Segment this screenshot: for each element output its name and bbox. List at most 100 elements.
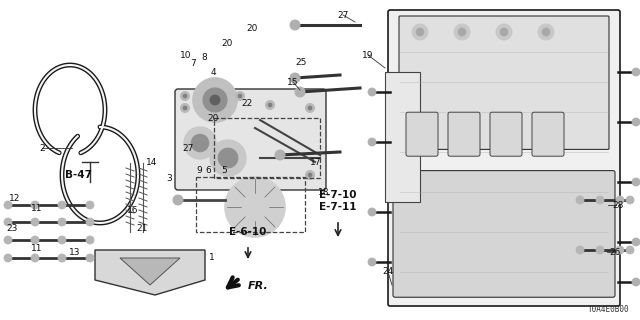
- FancyBboxPatch shape: [399, 16, 609, 149]
- Text: 12: 12: [10, 194, 20, 203]
- FancyBboxPatch shape: [385, 72, 420, 202]
- Text: 2: 2: [39, 143, 45, 153]
- Text: 27: 27: [337, 11, 349, 20]
- Text: 5: 5: [221, 165, 227, 174]
- Circle shape: [308, 106, 312, 110]
- Circle shape: [416, 28, 424, 36]
- Circle shape: [210, 140, 246, 176]
- Circle shape: [193, 78, 237, 122]
- Circle shape: [368, 258, 376, 266]
- Text: E-7-10: E-7-10: [319, 190, 356, 200]
- Text: FR.: FR.: [248, 281, 269, 291]
- Circle shape: [305, 171, 314, 180]
- Polygon shape: [95, 250, 205, 295]
- Circle shape: [576, 196, 584, 204]
- Text: 14: 14: [147, 157, 157, 166]
- Circle shape: [542, 28, 550, 36]
- Text: 20: 20: [207, 114, 219, 123]
- Circle shape: [500, 28, 508, 36]
- Circle shape: [218, 148, 238, 168]
- Circle shape: [295, 87, 305, 97]
- FancyBboxPatch shape: [448, 112, 480, 156]
- Circle shape: [626, 246, 634, 254]
- Text: 13: 13: [69, 247, 81, 257]
- Circle shape: [210, 95, 220, 105]
- Text: 15: 15: [287, 77, 299, 86]
- Text: 23: 23: [6, 223, 18, 233]
- Text: 25: 25: [295, 58, 307, 67]
- Circle shape: [596, 196, 604, 204]
- FancyBboxPatch shape: [393, 171, 615, 297]
- Circle shape: [454, 24, 470, 40]
- Circle shape: [275, 150, 285, 160]
- Text: 20: 20: [246, 23, 258, 33]
- Text: 16: 16: [127, 205, 139, 214]
- Circle shape: [308, 173, 312, 177]
- FancyBboxPatch shape: [490, 112, 522, 156]
- Circle shape: [173, 195, 183, 205]
- Circle shape: [191, 134, 209, 152]
- Text: 17: 17: [310, 157, 322, 166]
- Circle shape: [4, 201, 12, 209]
- Text: 21: 21: [136, 223, 148, 233]
- Circle shape: [496, 24, 512, 40]
- FancyBboxPatch shape: [532, 112, 564, 156]
- Circle shape: [596, 246, 604, 254]
- Bar: [214, 118, 320, 178]
- Circle shape: [58, 236, 66, 244]
- Text: 8: 8: [201, 52, 207, 61]
- Circle shape: [266, 100, 275, 109]
- FancyBboxPatch shape: [388, 10, 620, 306]
- Circle shape: [616, 196, 624, 204]
- Text: 19: 19: [362, 51, 374, 60]
- Text: 20: 20: [221, 38, 233, 47]
- Circle shape: [290, 20, 300, 30]
- Circle shape: [616, 246, 624, 254]
- Text: 24: 24: [382, 268, 394, 276]
- Circle shape: [290, 73, 300, 83]
- Circle shape: [236, 92, 244, 100]
- Circle shape: [203, 88, 227, 112]
- Circle shape: [184, 127, 216, 159]
- Text: 11: 11: [31, 204, 43, 212]
- Text: 1: 1: [209, 253, 215, 262]
- Text: 11: 11: [31, 244, 43, 252]
- Circle shape: [412, 24, 428, 40]
- Circle shape: [86, 201, 94, 209]
- Circle shape: [632, 238, 640, 246]
- Text: E-6-10: E-6-10: [229, 227, 267, 237]
- Circle shape: [368, 208, 376, 216]
- Text: 28: 28: [612, 201, 624, 210]
- Text: 6: 6: [205, 165, 211, 174]
- Text: 9: 9: [196, 165, 202, 174]
- Text: 4: 4: [210, 68, 216, 76]
- Circle shape: [58, 218, 66, 226]
- Circle shape: [4, 218, 12, 226]
- Text: 26: 26: [609, 247, 621, 257]
- Circle shape: [268, 103, 272, 107]
- Circle shape: [31, 254, 39, 262]
- Circle shape: [632, 118, 640, 126]
- Circle shape: [86, 254, 94, 262]
- Circle shape: [368, 138, 376, 146]
- Circle shape: [368, 88, 376, 96]
- Circle shape: [4, 236, 12, 244]
- Circle shape: [576, 246, 584, 254]
- Circle shape: [31, 201, 39, 209]
- Text: T0A4E0B00: T0A4E0B00: [588, 305, 630, 314]
- Circle shape: [458, 28, 466, 36]
- Circle shape: [58, 254, 66, 262]
- Text: 10: 10: [180, 51, 192, 60]
- Circle shape: [58, 201, 66, 209]
- Text: E-7-11: E-7-11: [319, 202, 356, 212]
- Text: B-47: B-47: [65, 170, 92, 180]
- Circle shape: [180, 92, 189, 100]
- Circle shape: [305, 103, 314, 113]
- Circle shape: [225, 177, 285, 237]
- Circle shape: [31, 236, 39, 244]
- FancyBboxPatch shape: [406, 112, 438, 156]
- Circle shape: [183, 94, 187, 98]
- Text: 27: 27: [182, 143, 194, 153]
- Circle shape: [180, 103, 189, 113]
- Circle shape: [86, 236, 94, 244]
